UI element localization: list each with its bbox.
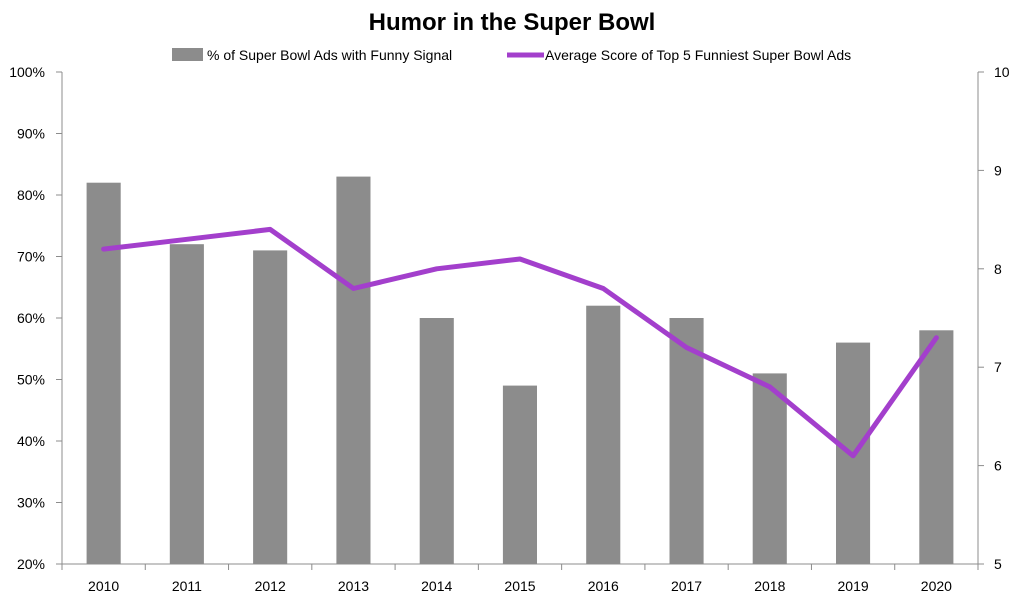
bar-2020 [919,330,954,564]
bar-2014 [419,318,454,564]
bar-2016 [586,305,621,564]
right-tick-label: 6 [994,458,1002,474]
chart-title: Humor in the Super Bowl [369,9,656,36]
x-tick-label-2011: 2011 [172,578,202,594]
line-point-2018 [769,386,771,388]
x-axis-ticks: 2010 2011 2012 2013 2014 2015 2016 2017 2018 2019… [61,564,979,594]
line-series [101,226,939,459]
line-point-2016 [602,288,604,289]
x-tick-label-2019: 2019 [838,578,869,594]
legend: % of Super Bowl Ads with Funny Signal Av… [172,47,851,63]
right-tick-label: 10 [994,64,1010,80]
x-tick-label-2013: 2013 [338,578,369,594]
bar-2017 [669,318,704,564]
x-tick-label-2018: 2018 [754,578,785,594]
bar-2012 [253,250,288,564]
left-tick-label: 30% [17,495,45,511]
legend-label-line: Average Score of Top 5 Funniest Super Bo… [545,47,851,63]
line-point-2012 [269,228,271,230]
bar-2015 [502,385,537,564]
bar-2013 [336,176,371,564]
x-tick-label-2012: 2012 [255,578,286,594]
left-tick-label: 90% [17,126,45,142]
x-tick-label-2010: 2010 [88,578,119,594]
line-point-2017 [686,347,687,348]
x-tick-label-2017: 2017 [671,578,702,594]
legend-swatch-bar [172,48,203,61]
left-tick-label: 80% [17,187,45,203]
bar-2018 [752,373,787,564]
right-tick-label: 8 [994,261,1002,277]
line-point-2015 [519,258,521,260]
right-tick-label: 7 [994,359,1002,375]
x-tick-label-2015: 2015 [504,578,535,594]
left-tick-label: 40% [17,433,45,449]
left-tick-label: 70% [17,249,45,265]
right-tick-label: 5 [994,556,1002,572]
x-tick-label-2016: 2016 [588,578,619,594]
left-tick-label: 100% [9,64,45,80]
left-axis-ticks: 20% 30% 40% 50% 60% 70% 80% 90% 100% [9,64,62,572]
right-axis-ticks: 5 6 7 8 9 10 [978,64,1010,572]
line-point-2019 [852,455,854,457]
left-tick-label: 50% [17,372,45,388]
line-point-2010 [103,248,105,250]
legend-label-bar: % of Super Bowl Ads with Funny Signal [207,47,452,63]
x-tick-label-2014: 2014 [421,578,452,594]
bar-series [86,176,954,564]
right-tick-label: 9 [994,162,1002,178]
x-tick-label-2020: 2020 [921,578,952,594]
line-point-2013 [353,288,354,289]
line-point-2014 [436,268,438,270]
line-point-2020 [935,337,937,339]
bar-2010 [86,182,121,564]
bar-2011 [169,244,204,564]
left-tick-label: 20% [17,556,45,572]
left-tick-label: 60% [17,310,45,326]
line-point-2011 [186,238,188,240]
